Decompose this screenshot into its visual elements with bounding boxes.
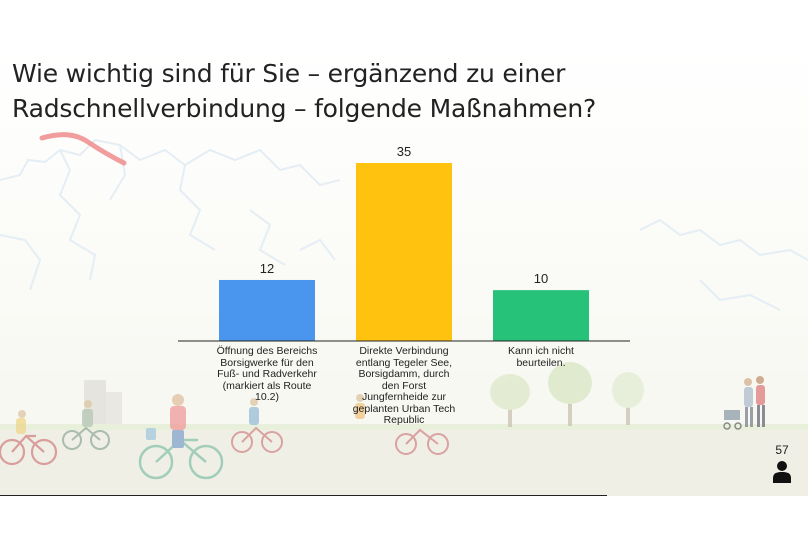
pedestrians: [723, 376, 765, 430]
trees: [490, 362, 644, 427]
value-label-borsigwerke: 12: [260, 261, 274, 276]
footer-divider: [0, 495, 607, 496]
street: [0, 428, 808, 496]
cyclists: [0, 394, 449, 480]
map-outline: [0, 138, 808, 311]
page-title: Wie wichtig sind für Sie – ergänzend zu …: [12, 59, 597, 123]
bar-kann-nicht-beurteilen: [493, 290, 589, 341]
category-label-kann-nicht-beurteilen: Kann ich nicht beurteilen.: [508, 345, 574, 369]
bar-direkte-verbindung: [356, 163, 452, 341]
value-label-kann-nicht-beurteilen: 10: [534, 271, 548, 286]
grass-strip: [0, 424, 808, 430]
person-icon: [773, 461, 791, 483]
respondent-count: 57: [775, 443, 789, 457]
category-label-borsigwerke: Öffnung des Bereichs Borsigwerke für den…: [216, 345, 318, 403]
value-label-direkte-verbindung: 35: [397, 144, 411, 159]
route-line: [39, 132, 127, 166]
bar-borsigwerke: [219, 279, 315, 341]
category-label-direkte-verbindung: Direkte Verbindung entlang Tegeler See, …: [352, 345, 456, 426]
